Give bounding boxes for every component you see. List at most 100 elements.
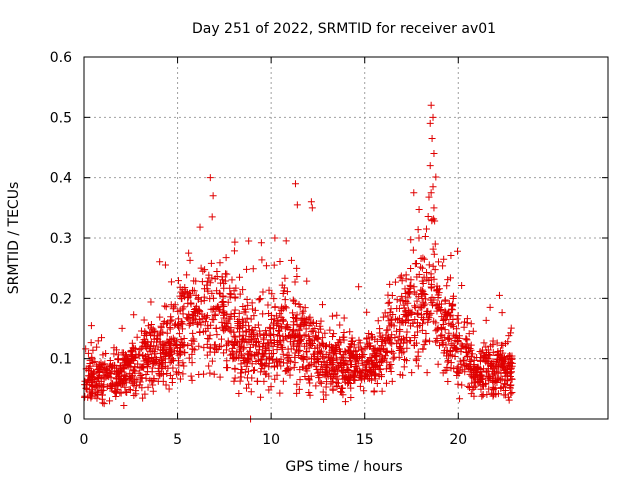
data-point — [430, 215, 438, 223]
data-point — [218, 298, 226, 306]
data-point — [223, 270, 231, 278]
data-point — [270, 261, 278, 269]
data-point — [358, 376, 366, 384]
data-point — [190, 335, 198, 343]
data-point — [403, 328, 411, 336]
data-point — [407, 264, 415, 272]
data-point — [243, 265, 251, 273]
data-point — [208, 357, 216, 365]
data-point — [305, 315, 313, 323]
data-point — [162, 381, 170, 389]
data-point — [174, 307, 182, 315]
data-point — [102, 350, 110, 358]
data-point — [165, 385, 173, 393]
data-point — [217, 279, 225, 287]
data-point — [128, 339, 136, 347]
data-point — [179, 359, 187, 367]
data-point — [198, 278, 206, 286]
data-point — [291, 332, 299, 340]
data-point — [209, 192, 217, 200]
data-point — [201, 266, 209, 274]
data-point — [419, 320, 427, 328]
data-point — [260, 331, 268, 339]
data-point — [97, 359, 105, 367]
data-point — [265, 286, 273, 294]
data-point — [341, 374, 349, 382]
data-point — [208, 315, 216, 323]
data-point — [168, 316, 176, 324]
data-point — [175, 315, 183, 323]
data-point — [502, 381, 510, 389]
data-point — [86, 362, 94, 370]
data-point — [114, 355, 122, 363]
data-point — [217, 342, 225, 350]
data-point — [417, 254, 425, 262]
data-point — [465, 330, 473, 338]
data-point — [236, 343, 244, 351]
data-point — [377, 371, 385, 379]
data-point — [131, 363, 139, 371]
data-point — [147, 298, 155, 306]
data-point — [274, 319, 282, 327]
data-point — [384, 312, 392, 320]
data-point — [321, 329, 329, 337]
data-point — [307, 341, 315, 349]
data-point — [395, 314, 403, 322]
data-point — [373, 380, 381, 388]
data-point — [500, 354, 508, 362]
data-point — [329, 374, 337, 382]
data-point — [279, 343, 287, 351]
data-point — [316, 378, 324, 386]
data-point — [151, 327, 159, 335]
data-point — [298, 354, 306, 362]
data-point — [237, 360, 245, 368]
data-point — [245, 367, 253, 375]
data-point — [317, 379, 325, 387]
data-point — [296, 376, 304, 384]
y-tick-label: 0 — [63, 412, 72, 428]
data-point — [489, 378, 497, 386]
data-point — [305, 337, 313, 345]
data-point — [319, 334, 327, 342]
data-point — [457, 340, 465, 348]
data-point — [170, 303, 178, 311]
data-point — [253, 332, 261, 340]
data-point — [85, 372, 93, 380]
data-point — [326, 341, 334, 349]
y-axis-label: SRMTID / TECUs — [6, 182, 22, 295]
data-point — [508, 375, 516, 383]
data-point — [197, 264, 205, 272]
data-point — [395, 332, 403, 340]
data-point — [299, 363, 307, 371]
data-point — [371, 375, 379, 383]
data-point — [325, 356, 333, 364]
data-point — [137, 327, 145, 335]
data-point — [478, 346, 486, 354]
data-point — [445, 329, 453, 337]
data-point — [242, 327, 250, 335]
data-point — [410, 189, 418, 197]
data-point — [205, 274, 213, 282]
data-point — [336, 321, 344, 329]
data-point — [495, 355, 503, 363]
data-point — [166, 325, 174, 333]
data-point — [270, 295, 278, 303]
data-point — [307, 198, 315, 206]
data-point — [422, 329, 430, 337]
data-point — [264, 301, 272, 309]
data-point — [360, 350, 368, 358]
data-point — [322, 362, 330, 370]
data-point — [378, 387, 386, 395]
data-point — [413, 297, 421, 305]
data-point — [463, 319, 471, 327]
data-point — [132, 382, 140, 390]
data-point — [159, 341, 167, 349]
data-point — [469, 327, 477, 335]
data-point — [423, 275, 431, 283]
data-point — [458, 281, 466, 289]
data-point — [430, 250, 438, 258]
data-point — [181, 349, 189, 357]
data-point — [384, 299, 392, 307]
data-point — [501, 340, 509, 348]
data-point — [447, 340, 455, 348]
